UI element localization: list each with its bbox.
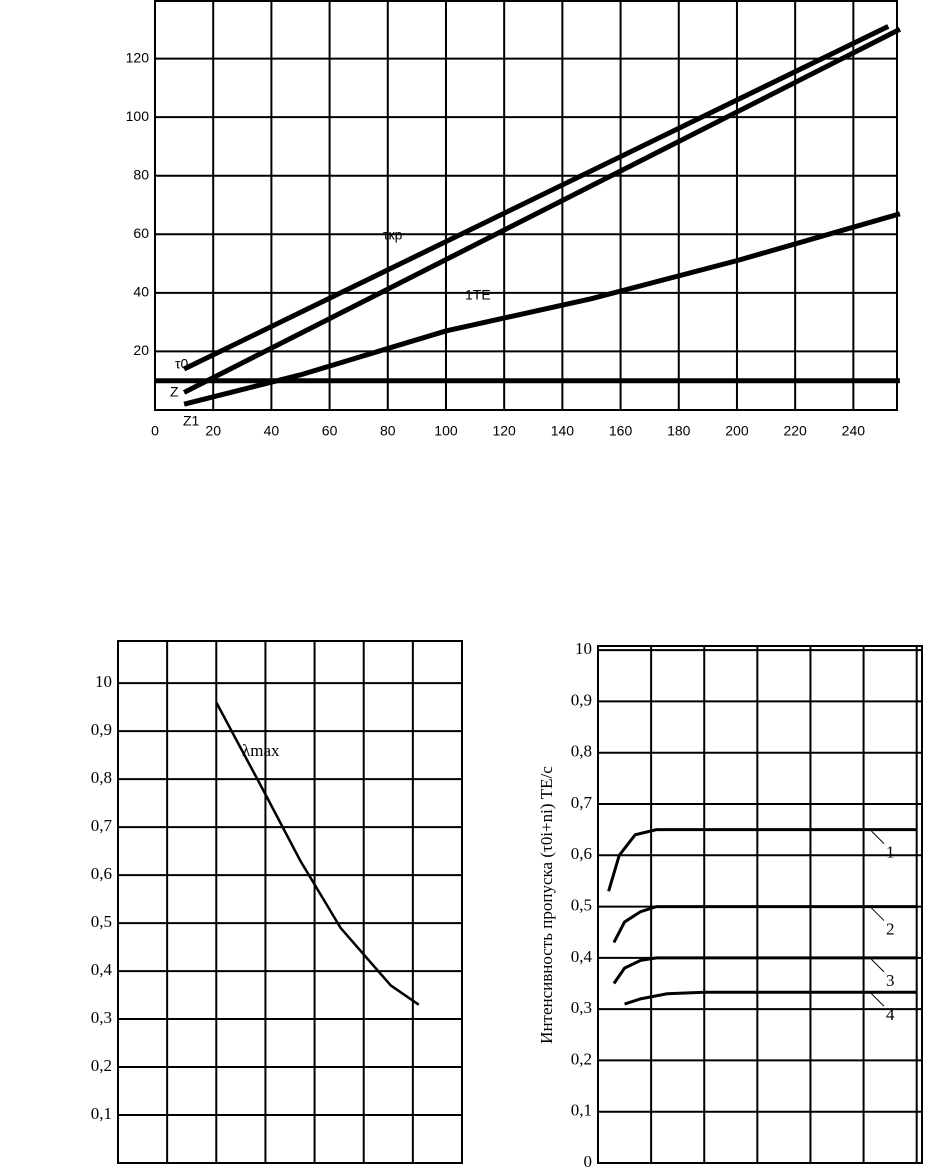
y-tick-label: 100 [126, 108, 150, 124]
y-tick-label: 0,7 [571, 793, 593, 812]
data-line [215, 701, 420, 1006]
y-tick-label: 60 [133, 225, 149, 241]
y-tick-label: 0,3 [571, 998, 592, 1017]
y-tick-label: 40 [133, 284, 149, 300]
y-tick-label: 0 [584, 1152, 593, 1171]
leader-line [869, 991, 885, 1007]
y-tick-label: 80 [133, 166, 149, 182]
y-tick-label: 0,8 [571, 742, 592, 761]
data-line [612, 905, 917, 944]
y-tick-label: 0,2 [571, 1049, 592, 1068]
y-tick-label: 0,6 [571, 844, 592, 863]
y-tick-label: 0,9 [571, 690, 592, 709]
y-tick-label: 0,4 [571, 947, 593, 966]
data-line [607, 828, 917, 892]
x-tick-label: 100 [434, 423, 458, 439]
y-tick-label: 0,8 [91, 768, 112, 787]
y-tick-label: 120 [126, 49, 150, 65]
chart: 0 0,1 0,2 0,3 0,4 0,5 0,6 0,7 0,8 0,9 10 Интенсивно… [537, 639, 923, 1171]
y-tick-label: 0,4 [91, 960, 113, 979]
series-label: 1TE [465, 287, 491, 303]
plot-frame [117, 640, 463, 1164]
series-label: τкр [383, 227, 403, 243]
annotation: Z1 [183, 413, 200, 429]
y-tick-label: 0,7 [91, 816, 113, 835]
series-label: 2 [886, 919, 895, 938]
y-tick-label: 0,5 [91, 912, 112, 931]
data-line [182, 27, 902, 395]
y-tick-label: 0,3 [91, 1008, 112, 1027]
chart: 20 40 60 80 100 120 0 20 40 60 80 100 120 140 160 180 20… [126, 0, 902, 439]
y-axis-label: Интенсивность пропуска (τ0i+ni) TE/c [537, 766, 556, 1044]
series-label: 4 [886, 1005, 895, 1024]
y-tick-label: 0,2 [91, 1056, 112, 1075]
x-tick-label: 120 [492, 423, 516, 439]
x-tick-label: 240 [842, 423, 866, 439]
series-label: 3 [886, 971, 895, 990]
x-tick-label: 60 [322, 423, 338, 439]
x-tick-label: 200 [725, 423, 749, 439]
x-tick-label: 0 [151, 423, 159, 439]
data-line [183, 24, 890, 372]
x-tick-label: 80 [380, 423, 396, 439]
y-tick-label: 10 [575, 639, 592, 658]
data-line [612, 956, 917, 985]
x-tick-label: 160 [609, 423, 633, 439]
series-label: λmax [242, 741, 280, 760]
y-tick-label: 20 [133, 342, 149, 358]
data-line [624, 990, 917, 1006]
x-tick-label: 140 [551, 423, 575, 439]
leader-line [869, 829, 885, 844]
data-line [183, 211, 901, 407]
y-tick-label: 0,1 [91, 1104, 112, 1123]
x-tick-label: 20 [205, 423, 221, 439]
y-tick-label: 0,5 [571, 895, 592, 914]
annotation: Z [170, 384, 179, 400]
x-tick-label: 40 [264, 423, 280, 439]
y-tick-label: 10 [95, 672, 112, 691]
series-label: 1 [886, 843, 895, 862]
x-tick-label: 220 [783, 423, 807, 439]
chart: 0,1 0,2 0,3 0,4 0,5 0,6 0,7 0,8 0,9 10 λmax [91, 640, 463, 1164]
leader-line [869, 906, 885, 921]
x-tick-label: 180 [667, 423, 691, 439]
leader-line [869, 957, 885, 973]
plot-frame [597, 645, 923, 1164]
y-tick-label: 0,9 [91, 720, 112, 739]
y-tick-label: 0,1 [571, 1101, 592, 1120]
y-tick-label: 0,6 [91, 864, 112, 883]
